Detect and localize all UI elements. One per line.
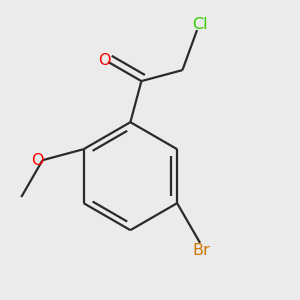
- Text: O: O: [32, 153, 44, 168]
- Text: Br: Br: [193, 242, 211, 257]
- Text: O: O: [98, 53, 111, 68]
- Text: Cl: Cl: [193, 17, 208, 32]
